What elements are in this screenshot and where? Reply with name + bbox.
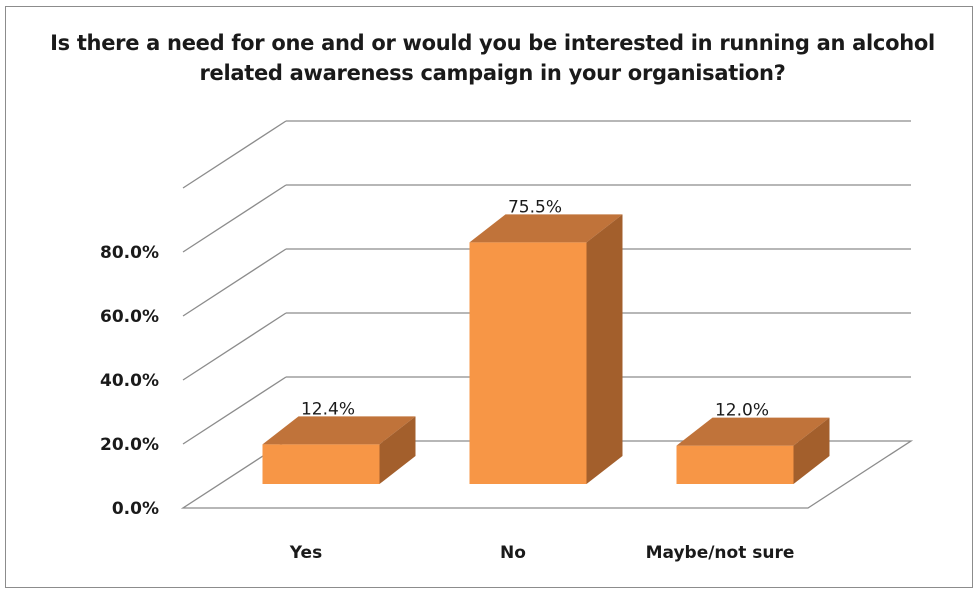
y-tick-label: 80.0% xyxy=(100,243,159,263)
y-tick-label: 0.0% xyxy=(112,499,159,519)
gridline-diagonal xyxy=(182,312,287,381)
chart-title: Is there a need for one and or would you… xyxy=(50,31,935,85)
data-label: 12.4% xyxy=(301,399,355,419)
bar-side xyxy=(793,417,830,484)
y-tick-label: 40.0% xyxy=(100,371,159,391)
bar-top xyxy=(676,417,830,446)
bar-front xyxy=(262,444,380,484)
gridline-diagonal xyxy=(182,120,287,189)
y-tick-label: 60.0% xyxy=(100,307,159,327)
x-category-label: Maybe/not sure xyxy=(646,543,795,563)
y-tick-label: 20.0% xyxy=(100,435,159,455)
bar-front xyxy=(469,242,587,484)
gridline-diagonal xyxy=(182,248,287,317)
data-label: 12.0% xyxy=(715,401,769,421)
bar-side xyxy=(379,416,416,484)
chart-floor xyxy=(180,440,914,509)
bar-top xyxy=(262,416,416,445)
gridline-diagonal xyxy=(182,376,287,445)
bar-top xyxy=(469,214,623,243)
gridline-diagonal xyxy=(182,184,287,253)
data-label: 75.5% xyxy=(508,197,562,217)
bar-side xyxy=(586,214,623,484)
x-category-label: No xyxy=(500,543,526,563)
x-category-label: Yes xyxy=(289,543,322,563)
bar-front xyxy=(676,445,794,484)
